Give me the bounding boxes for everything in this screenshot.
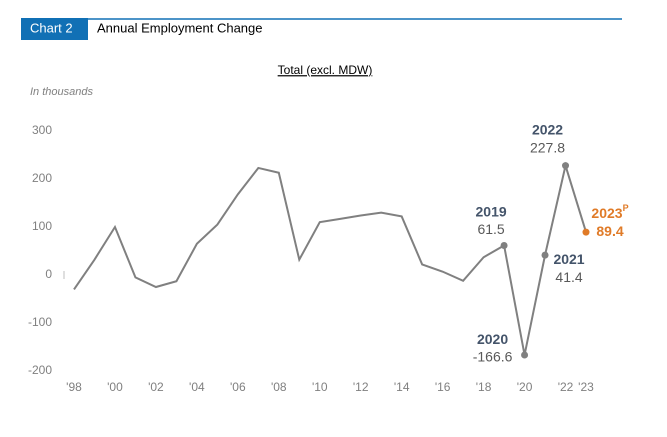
annotation-year: 2019 <box>476 203 507 219</box>
badge: Chart 2 <box>30 20 73 35</box>
annotation-year: 2020 <box>477 331 508 347</box>
data-label: 41.4 <box>555 269 582 285</box>
annotation-sup: P <box>623 203 629 213</box>
point-marker <box>500 241 508 249</box>
point-marker <box>541 251 549 259</box>
y-tick-label: 200 <box>32 171 52 185</box>
x-tick-label: '16 <box>435 380 451 394</box>
series-line <box>73 161 587 356</box>
x-tick-label: '02 <box>148 380 164 394</box>
y-tick-label: 0 <box>45 267 52 281</box>
annotation-year-text: 2021 <box>553 251 584 267</box>
point-marker <box>582 228 590 236</box>
annotation-year: 2023P <box>591 203 628 220</box>
annotation-year-text: 2020 <box>477 331 508 347</box>
data-label: -166.6 <box>473 349 513 365</box>
badge-box <box>21 18 88 40</box>
y-tick-label: -200 <box>28 363 52 377</box>
y-tick-label: 100 <box>32 219 52 233</box>
x-tick-label: '14 <box>394 380 410 394</box>
point-marker <box>562 162 570 170</box>
y-axis-label: In thousands <box>30 86 93 98</box>
x-tick-label: '23 <box>578 380 594 394</box>
x-tick-label: '00 <box>107 380 123 394</box>
x-tick-label: '12 <box>353 380 369 394</box>
x-tick-label: '98 <box>66 380 82 394</box>
data-label: 89.4 <box>596 223 623 239</box>
y-tick-label: 300 <box>32 123 52 137</box>
annotation-year-text: 2019 <box>476 203 507 219</box>
data-label: 227.8 <box>530 139 565 155</box>
x-tick-label: '18 <box>476 380 492 394</box>
annotation-year: 2021 <box>553 251 584 267</box>
annotation-year: 2022 <box>532 121 563 137</box>
y-tick-label: -100 <box>28 315 52 329</box>
x-tick-label: '08 <box>271 380 287 394</box>
data-label: 61.5 <box>477 221 504 237</box>
x-tick-label: '10 <box>312 380 328 394</box>
x-tick-label: '20 <box>517 380 533 394</box>
x-tick-label: '06 <box>230 380 246 394</box>
chart-title: Total (excl. MDW) <box>278 63 373 77</box>
annotation-year-text: 2022 <box>532 121 563 137</box>
x-tick-label: '22 <box>558 380 574 394</box>
x-tick-label: '04 <box>189 380 205 394</box>
header-title: Annual Employment Change <box>97 20 263 35</box>
point-marker <box>521 351 529 359</box>
annotation-year-text: 2023 <box>591 205 622 221</box>
